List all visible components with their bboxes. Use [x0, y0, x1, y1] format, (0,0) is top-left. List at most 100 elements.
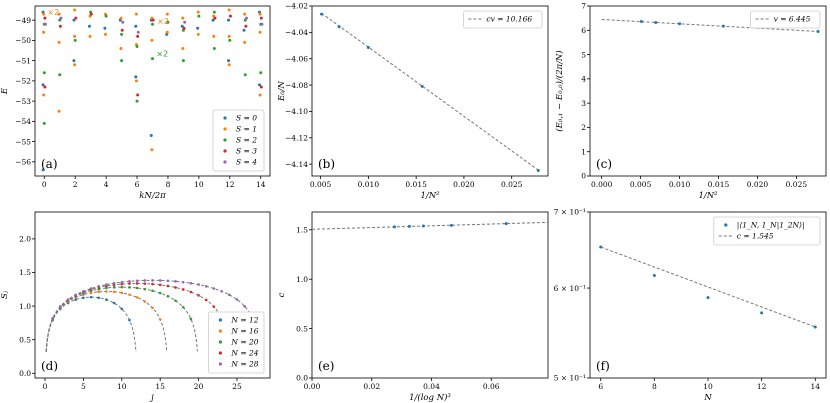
data-point-N16 — [158, 318, 162, 321]
data-point-S2 — [212, 47, 216, 50]
y-tick-label: 0.5 — [19, 335, 31, 344]
legend: cv = 10.166 — [462, 10, 543, 29]
legend-label: N = 16 — [230, 327, 258, 336]
data-point-N24 — [151, 282, 154, 286]
data-point — [721, 24, 725, 28]
data-point-S1 — [150, 148, 154, 152]
legend-label: N = 20 — [230, 338, 258, 347]
data-point-S1 — [42, 30, 46, 34]
legend-label: cv = 10.166 — [486, 15, 532, 24]
data-point-N16 — [89, 291, 93, 295]
data-point-N28 — [204, 285, 208, 288]
data-point-N28 — [51, 316, 54, 320]
data-point-S1 — [134, 79, 138, 83]
legend-label: N = 28 — [230, 360, 258, 369]
data-point-N20 — [189, 317, 193, 321]
plot-frame — [34, 5, 271, 177]
cft-curve-N24 — [45, 282, 229, 352]
y-axis-title: E₀/N — [277, 80, 287, 101]
data-point-S2 — [135, 44, 139, 48]
legend-label: v = 6.445 — [774, 15, 811, 24]
x-tick-label: 15 — [155, 382, 165, 391]
data-point-S0 — [227, 59, 231, 63]
plot-frame — [34, 211, 271, 379]
data-point-S1 — [73, 63, 77, 67]
legend-label: S = 2 — [236, 136, 257, 145]
data-point-S1 — [243, 12, 247, 16]
data-point-S1 — [57, 109, 61, 113]
legend-swatch-dot — [218, 318, 222, 322]
data-point-S4 — [59, 16, 63, 20]
fit-line — [600, 246, 816, 328]
data-point-N28 — [97, 285, 101, 288]
data-point-S1 — [196, 10, 200, 14]
data-point — [816, 30, 820, 33]
data-point-N16 — [105, 290, 108, 293]
data-point-N28 — [151, 279, 154, 282]
x-tick-label: 12 — [757, 382, 767, 391]
legend-swatch-dot — [218, 351, 222, 355]
data-point-S0 — [149, 134, 153, 138]
x-tick-label: 12 — [225, 180, 235, 189]
data-point — [678, 22, 682, 26]
data-point — [450, 223, 454, 227]
data-point-N12 — [82, 296, 85, 300]
data-point — [652, 273, 656, 277]
panel-b: 0.005 0.010 0.015 0.020 0.025 −4.14 −4.12 −4.10… — [277, 2, 549, 201]
data-point — [337, 25, 341, 29]
data-point-S1 — [258, 12, 262, 16]
data-point-S1 — [119, 16, 123, 20]
panel-e: 0.00 0.02 0.04 0.06 0.0 0.5 1.0 1.5 1/(log N)³ c (… — [277, 211, 549, 403]
data-point — [706, 296, 710, 300]
fit-line — [321, 12, 539, 171]
x-tick-label: 14 — [810, 382, 820, 391]
data-point-N20 — [151, 289, 154, 293]
x-tick-label: 0.015 — [405, 180, 427, 189]
panel-tag: (e) — [318, 359, 334, 373]
y-tick-label: 2 — [581, 123, 586, 132]
x-tick-label: 0.005 — [310, 180, 332, 189]
data-point-S2 — [166, 20, 170, 24]
y-axis-title: Sⱼ — [0, 290, 10, 299]
data-point-S3 — [43, 85, 47, 89]
data-point-S1 — [134, 12, 138, 16]
y-tick-label: 2.0 — [19, 235, 31, 244]
legend-swatch-dot — [218, 362, 222, 366]
legend-frame — [713, 216, 821, 246]
data-point-N20 — [181, 305, 185, 309]
data-point-N28 — [66, 298, 70, 301]
data-point-N24 — [143, 282, 147, 285]
data-point-S1 — [57, 40, 61, 44]
data-point-S2 — [135, 99, 139, 103]
data-point-N16 — [97, 290, 101, 294]
data-point-S0 — [41, 83, 45, 87]
y-tick-label: 7 × 10⁻¹ — [554, 208, 586, 217]
legend-swatch-dot — [223, 160, 227, 164]
y-tick-label: 5 × 10⁻¹ — [554, 374, 586, 383]
x-axis-title: 1/N² — [698, 191, 718, 201]
legend-swatch-dot — [223, 116, 227, 120]
x-tick-label: 10 — [194, 180, 204, 189]
data-point-S1 — [165, 12, 169, 16]
legend: S = 0 S = 1 S = 2 S = 3 S = 4 — [212, 109, 265, 172]
data-point-N12 — [97, 296, 101, 300]
data-point-N12 — [74, 298, 78, 301]
data-point-N16 — [112, 290, 116, 294]
data-point-S1 — [258, 30, 262, 34]
annotation-degeneracy: ×2 — [156, 50, 168, 59]
y-tick-label: −4.04 — [285, 28, 308, 37]
data-point-N24 — [135, 282, 139, 285]
data-point-N16 — [135, 296, 139, 299]
y-axis-title: c — [277, 292, 287, 297]
x-tick-label: 0.000 — [591, 180, 613, 189]
data-point-N28 — [243, 305, 246, 308]
x-tick-label: 0 — [42, 180, 47, 189]
plot-frame — [311, 5, 549, 177]
x-tick-label: 10 — [117, 382, 127, 391]
data-point-N28 — [212, 287, 216, 290]
y-tick-label: −4.14 — [285, 160, 308, 169]
data-point-S3 — [244, 24, 248, 28]
data-point-S4 — [121, 20, 125, 24]
panel-d: 0 5 10 15 20 25 0.0 0.5 1.0 1.5 2.0 j Sⱼ N = 12 N = 16… — [0, 211, 271, 403]
data-point-N28 — [158, 279, 162, 282]
